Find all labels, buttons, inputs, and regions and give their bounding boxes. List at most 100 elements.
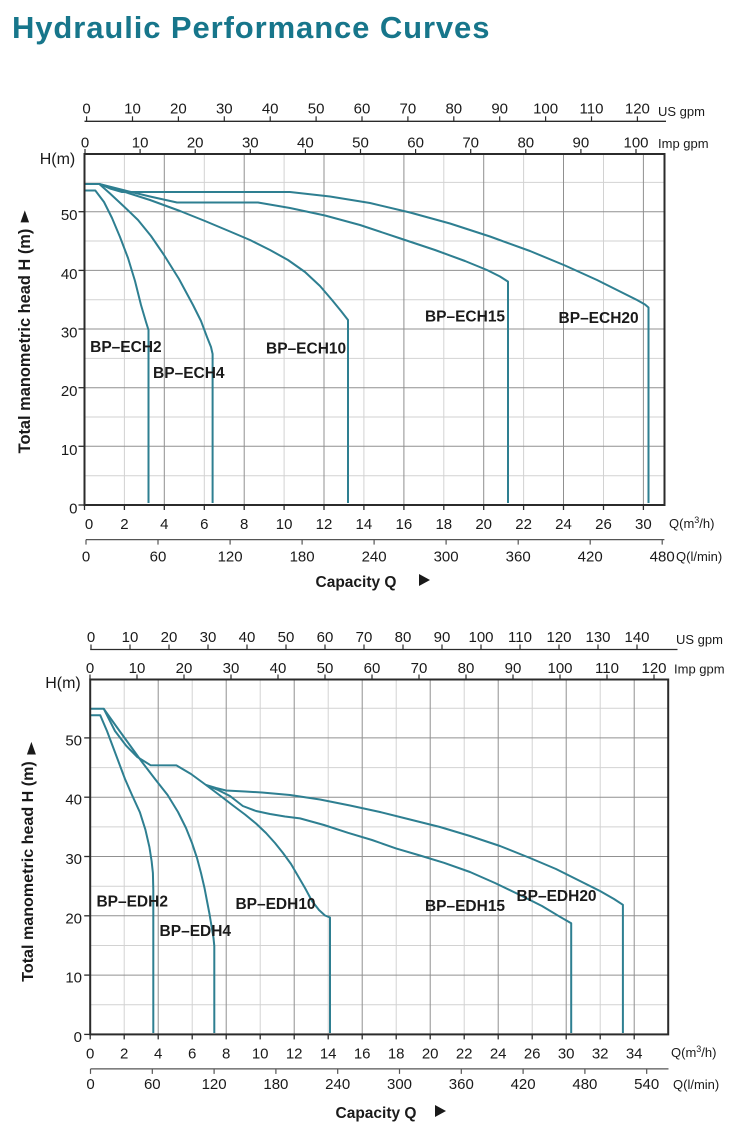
svg-text:120: 120 xyxy=(218,549,243,566)
svg-text:420: 420 xyxy=(511,1076,536,1093)
svg-text:50: 50 xyxy=(278,629,295,646)
svg-text:Imp gpm: Imp gpm xyxy=(658,136,709,151)
svg-text:16: 16 xyxy=(396,516,413,533)
svg-text:4: 4 xyxy=(154,1046,162,1063)
svg-text:20: 20 xyxy=(176,660,193,677)
svg-text:14: 14 xyxy=(356,516,373,533)
svg-text:24: 24 xyxy=(555,516,572,533)
svg-text:120: 120 xyxy=(546,629,571,646)
svg-text:34: 34 xyxy=(626,1046,643,1063)
svg-text:60: 60 xyxy=(317,629,334,646)
svg-text:140: 140 xyxy=(624,629,649,646)
svg-text:40: 40 xyxy=(239,629,256,646)
svg-text:18: 18 xyxy=(435,516,452,533)
svg-text:0: 0 xyxy=(82,549,90,566)
svg-text:110: 110 xyxy=(580,101,604,118)
svg-text:70: 70 xyxy=(356,629,373,646)
svg-text:10: 10 xyxy=(124,101,141,118)
svg-text:26: 26 xyxy=(595,516,612,533)
svg-text:10: 10 xyxy=(122,629,139,646)
svg-text:70: 70 xyxy=(462,135,479,152)
svg-text:50: 50 xyxy=(352,135,369,152)
svg-text:0: 0 xyxy=(86,1076,94,1093)
svg-text:40: 40 xyxy=(297,135,314,152)
svg-text:30: 30 xyxy=(635,516,652,533)
svg-text:BP–EDH20: BP–EDH20 xyxy=(516,888,596,905)
svg-text:20: 20 xyxy=(475,516,492,533)
svg-text:20: 20 xyxy=(187,135,204,152)
svg-text:BP–ECH10: BP–ECH10 xyxy=(266,341,346,358)
svg-text:14: 14 xyxy=(320,1046,337,1063)
svg-text:10: 10 xyxy=(252,1046,269,1063)
svg-text:30: 30 xyxy=(216,101,233,118)
svg-text:480: 480 xyxy=(572,1076,597,1093)
svg-text:20: 20 xyxy=(161,629,178,646)
svg-text:50: 50 xyxy=(65,732,82,749)
svg-text:60: 60 xyxy=(354,101,371,118)
svg-text:BP–EDH10: BP–EDH10 xyxy=(235,896,315,913)
svg-text:130: 130 xyxy=(585,629,610,646)
svg-text:18: 18 xyxy=(388,1046,405,1063)
svg-text:90: 90 xyxy=(434,629,451,646)
svg-text:60: 60 xyxy=(150,549,167,566)
svg-text:22: 22 xyxy=(456,1046,473,1063)
svg-text:20: 20 xyxy=(422,1046,439,1063)
svg-text:300: 300 xyxy=(434,549,459,566)
svg-text:60: 60 xyxy=(407,135,424,152)
svg-text:0: 0 xyxy=(85,516,93,533)
svg-text:90: 90 xyxy=(573,135,590,152)
svg-text:40: 40 xyxy=(262,101,279,118)
svg-text:480: 480 xyxy=(650,549,675,566)
svg-text:Capacity Q: Capacity Q xyxy=(316,574,397,591)
svg-text:BP–ECH15: BP–ECH15 xyxy=(425,309,505,326)
svg-text:20: 20 xyxy=(65,910,82,927)
svg-text:240: 240 xyxy=(325,1076,350,1093)
svg-text:Q(l/min): Q(l/min) xyxy=(673,1077,719,1092)
svg-text:360: 360 xyxy=(449,1076,474,1093)
svg-text:180: 180 xyxy=(263,1076,288,1093)
svg-text:30: 30 xyxy=(61,325,78,342)
svg-text:120: 120 xyxy=(625,101,650,118)
svg-text:20: 20 xyxy=(61,383,78,400)
svg-text:Q(m3/h): Q(m3/h) xyxy=(669,515,714,531)
svg-text:10: 10 xyxy=(65,970,82,987)
svg-text:100: 100 xyxy=(547,660,572,677)
svg-text:12: 12 xyxy=(316,516,333,533)
svg-text:BP–ECH4: BP–ECH4 xyxy=(153,365,225,382)
svg-text:300: 300 xyxy=(387,1076,412,1093)
svg-text:0: 0 xyxy=(82,101,90,118)
svg-text:30: 30 xyxy=(223,660,240,677)
svg-text:Total manometric head H (m): Total manometric head H (m) xyxy=(16,229,34,454)
svg-text:BP–EDH4: BP–EDH4 xyxy=(160,923,232,940)
svg-text:20: 20 xyxy=(170,101,187,118)
svg-text:100: 100 xyxy=(533,101,558,118)
svg-text:6: 6 xyxy=(188,1046,196,1063)
svg-text:360: 360 xyxy=(506,549,531,566)
svg-text:40: 40 xyxy=(270,660,287,677)
svg-text:0: 0 xyxy=(87,629,95,646)
svg-text:60: 60 xyxy=(144,1076,161,1093)
svg-text:120: 120 xyxy=(202,1076,227,1093)
svg-text:80: 80 xyxy=(445,101,462,118)
svg-text:4: 4 xyxy=(160,516,168,533)
svg-text:80: 80 xyxy=(395,629,412,646)
svg-text:40: 40 xyxy=(61,266,78,283)
svg-text:80: 80 xyxy=(517,135,534,152)
svg-text:90: 90 xyxy=(505,660,522,677)
svg-text:Total manometric head H (m): Total manometric head H (m) xyxy=(19,761,37,982)
svg-text:100: 100 xyxy=(623,135,648,152)
svg-text:22: 22 xyxy=(515,516,532,533)
svg-text:40: 40 xyxy=(65,792,82,809)
svg-text:2: 2 xyxy=(120,516,128,533)
svg-text:Capacity Q: Capacity Q xyxy=(336,1105,417,1122)
svg-text:US gpm: US gpm xyxy=(658,104,705,119)
svg-text:32: 32 xyxy=(592,1046,609,1063)
svg-text:0: 0 xyxy=(86,1046,94,1063)
svg-text:8: 8 xyxy=(222,1046,230,1063)
svg-text:Q(m3/h): Q(m3/h) xyxy=(671,1044,716,1060)
svg-text:0: 0 xyxy=(69,501,77,518)
svg-text:10: 10 xyxy=(276,516,293,533)
svg-text:50: 50 xyxy=(317,660,334,677)
svg-text:240: 240 xyxy=(362,549,387,566)
svg-text:30: 30 xyxy=(558,1046,575,1063)
